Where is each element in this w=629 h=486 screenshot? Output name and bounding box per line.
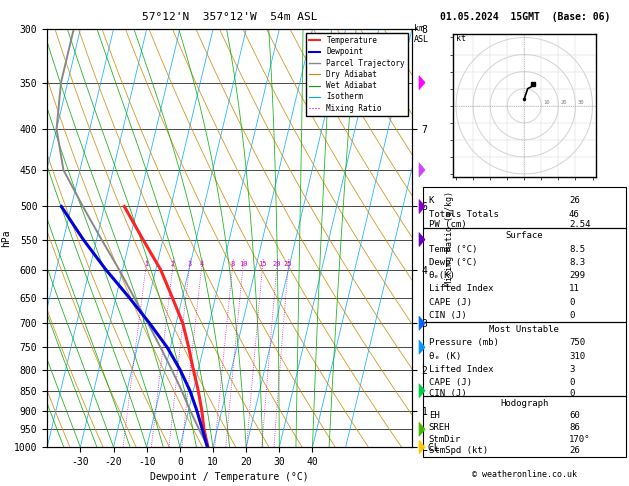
Polygon shape (419, 422, 425, 436)
Text: StmDir: StmDir (429, 435, 461, 444)
Text: 2: 2 (170, 261, 175, 267)
Text: 0: 0 (569, 297, 574, 307)
Text: 3: 3 (569, 365, 574, 374)
Text: 2.54: 2.54 (569, 220, 591, 229)
Polygon shape (419, 384, 425, 398)
Text: 170°: 170° (569, 435, 591, 444)
Text: CAPE (J): CAPE (J) (429, 297, 472, 307)
Text: Surface: Surface (506, 231, 543, 240)
Polygon shape (419, 76, 425, 90)
Bar (423, 227, 626, 322)
Text: SREH: SREH (429, 423, 450, 432)
Text: Dewp (°C): Dewp (°C) (429, 258, 477, 267)
Polygon shape (419, 163, 425, 177)
Text: CIN (J): CIN (J) (429, 311, 467, 320)
Text: 10: 10 (239, 261, 247, 267)
Text: 26: 26 (569, 196, 580, 205)
Text: © weatheronline.co.uk: © weatheronline.co.uk (472, 469, 577, 479)
Text: Hodograph: Hodograph (500, 399, 548, 408)
Text: km
ASL: km ASL (414, 24, 429, 44)
Text: 8.5: 8.5 (569, 245, 585, 254)
Text: 0: 0 (569, 311, 574, 320)
Text: 310: 310 (569, 351, 585, 361)
Text: 15: 15 (259, 261, 267, 267)
Text: 25: 25 (284, 261, 292, 267)
Text: EH: EH (429, 411, 440, 420)
Text: θₑ(K): θₑ(K) (429, 271, 455, 280)
Text: 0: 0 (569, 389, 574, 398)
Text: 11: 11 (569, 284, 580, 294)
Text: kt: kt (456, 34, 466, 43)
Polygon shape (419, 440, 425, 454)
Text: CIN (J): CIN (J) (429, 389, 467, 398)
Bar (423, 322, 626, 396)
Text: 4: 4 (199, 261, 204, 267)
Text: Lifted Index: Lifted Index (429, 365, 493, 374)
Text: 30: 30 (577, 100, 584, 105)
Text: Lifted Index: Lifted Index (429, 284, 493, 294)
Text: 20: 20 (560, 100, 567, 105)
Text: 46: 46 (569, 210, 580, 219)
Text: PW (cm): PW (cm) (429, 220, 467, 229)
Text: 299: 299 (569, 271, 585, 280)
Text: StmSpd (kt): StmSpd (kt) (429, 446, 488, 455)
Text: 0: 0 (569, 378, 574, 387)
Text: 20: 20 (272, 261, 281, 267)
Text: 01.05.2024  15GMT  (Base: 06): 01.05.2024 15GMT (Base: 06) (440, 12, 610, 22)
Text: 8.3: 8.3 (569, 258, 585, 267)
Text: K: K (429, 196, 434, 205)
X-axis label: Dewpoint / Temperature (°C): Dewpoint / Temperature (°C) (150, 472, 309, 483)
Bar (423, 396, 626, 457)
Legend: Temperature, Dewpoint, Parcel Trajectory, Dry Adiabat, Wet Adiabat, Isotherm, Mi: Temperature, Dewpoint, Parcel Trajectory… (306, 33, 408, 116)
Text: 60: 60 (569, 411, 580, 420)
Text: 1: 1 (144, 261, 148, 267)
Text: 86: 86 (569, 423, 580, 432)
Text: CAPE (J): CAPE (J) (429, 378, 472, 387)
Text: 750: 750 (569, 338, 585, 347)
Text: Pressure (mb): Pressure (mb) (429, 338, 499, 347)
Polygon shape (419, 233, 425, 246)
Text: θₑ (K): θₑ (K) (429, 351, 461, 361)
Bar (423, 187, 626, 227)
Text: 57°12'N  357°12'W  54m ASL: 57°12'N 357°12'W 54m ASL (142, 12, 318, 22)
Text: 8: 8 (230, 261, 235, 267)
Polygon shape (419, 340, 425, 354)
Text: Most Unstable: Most Unstable (489, 325, 559, 334)
Text: 10: 10 (543, 100, 550, 105)
Text: 3: 3 (187, 261, 192, 267)
Polygon shape (419, 316, 425, 330)
Polygon shape (419, 199, 425, 213)
Y-axis label: Mixing Ratio (g/kg): Mixing Ratio (g/kg) (445, 191, 454, 286)
Text: Temp (°C): Temp (°C) (429, 245, 477, 254)
Text: Totals Totals: Totals Totals (429, 210, 499, 219)
Text: 26: 26 (569, 446, 580, 455)
Y-axis label: hPa: hPa (1, 229, 11, 247)
